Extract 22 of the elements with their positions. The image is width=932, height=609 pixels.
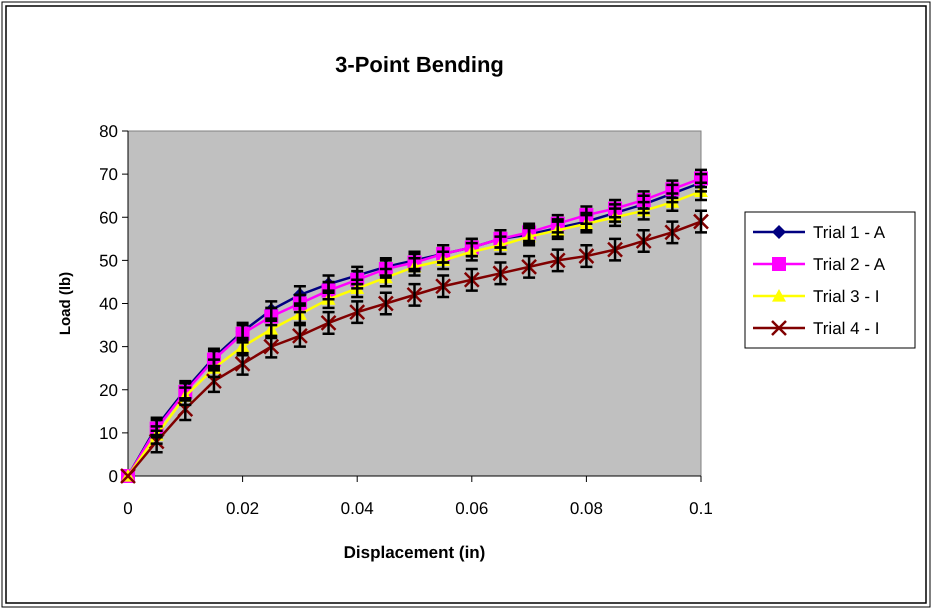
legend-label: Trial 4 - I [813, 319, 880, 338]
y-tick-label: 40 [99, 294, 118, 314]
y-axis-title: Load (lb) [57, 272, 74, 336]
y-tick-label: 30 [99, 338, 118, 357]
x-tick-label: 0.04 [340, 499, 374, 518]
legend-label: Trial 3 - I [813, 287, 880, 306]
x-tick-label: 0.1 [689, 499, 713, 518]
y-tick-label: 20 [99, 380, 118, 400]
y-tick-label: 60 [99, 208, 118, 228]
y-tick-label: 0 [108, 467, 118, 486]
x-axis-title: Displacement (in) [344, 543, 486, 562]
y-tick-label: 50 [99, 251, 118, 270]
y-tick-label: 80 [99, 122, 118, 141]
x-tick-label: 0.02 [226, 499, 260, 518]
legend-label: Trial 2 - A [813, 255, 886, 274]
y-tick-label: 10 [99, 424, 118, 443]
chart-title: 3-Point Bending [335, 52, 504, 77]
legend-label: Trial 1 - A [813, 223, 886, 242]
x-tick-label: 0.08 [570, 499, 603, 518]
x-tick-label: 0.06 [455, 499, 488, 518]
y-tick-label: 70 [99, 165, 118, 184]
x-tick-label: 0 [123, 499, 133, 518]
